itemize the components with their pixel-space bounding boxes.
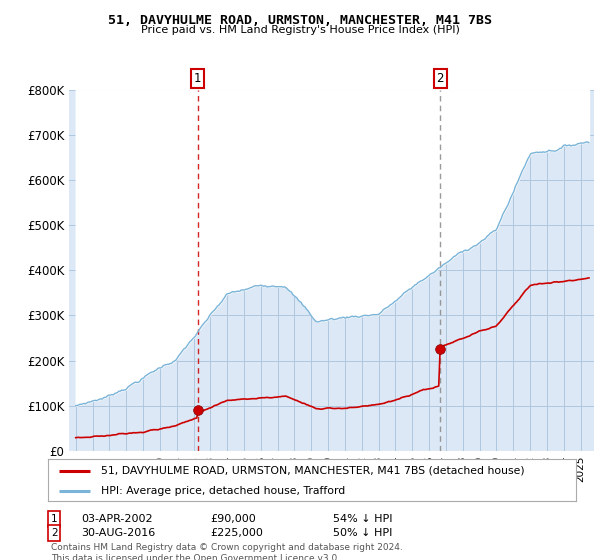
Text: 1: 1 [51,514,58,524]
Text: Contains HM Land Registry data © Crown copyright and database right 2024.
This d: Contains HM Land Registry data © Crown c… [51,543,403,560]
Text: Price paid vs. HM Land Registry's House Price Index (HPI): Price paid vs. HM Land Registry's House … [140,25,460,35]
Text: 1: 1 [194,72,202,85]
Text: 51, DAVYHULME ROAD, URMSTON, MANCHESTER, M41 7BS: 51, DAVYHULME ROAD, URMSTON, MANCHESTER,… [108,14,492,27]
Text: £225,000: £225,000 [210,528,263,538]
Text: 30-AUG-2016: 30-AUG-2016 [81,528,155,538]
Text: 50% ↓ HPI: 50% ↓ HPI [333,528,392,538]
Text: 54% ↓ HPI: 54% ↓ HPI [333,514,392,524]
Text: 03-APR-2002: 03-APR-2002 [81,514,152,524]
Text: 2: 2 [437,72,444,85]
Text: £90,000: £90,000 [210,514,256,524]
Text: HPI: Average price, detached house, Trafford: HPI: Average price, detached house, Traf… [101,486,345,496]
Text: 51, DAVYHULME ROAD, URMSTON, MANCHESTER, M41 7BS (detached house): 51, DAVYHULME ROAD, URMSTON, MANCHESTER,… [101,466,524,476]
Text: 2: 2 [51,528,58,538]
